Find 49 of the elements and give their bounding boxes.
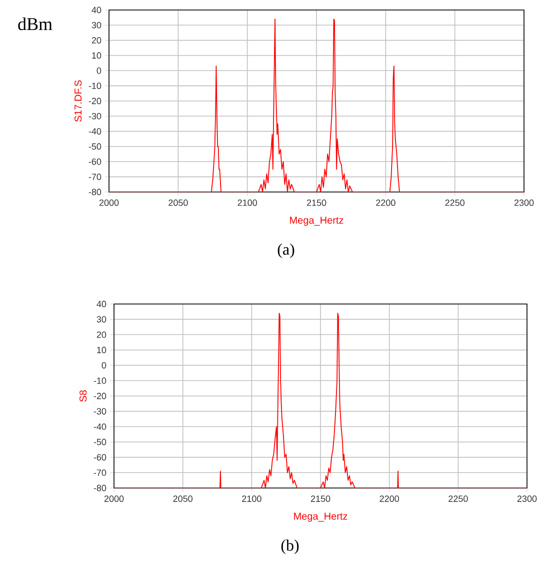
y-tick-label: 10 — [92, 52, 102, 59]
x-axis-title: Mega_Hertz — [294, 512, 348, 522]
y-tick-label: 0 — [102, 362, 106, 369]
y-tick-label: -60 — [88, 158, 102, 165]
x-tick-label: 2300 — [517, 496, 537, 502]
y-tick-label: -20 — [88, 98, 102, 104]
y-tick-label: 30 — [96, 316, 106, 323]
y-tick-label: 0 — [96, 67, 102, 74]
y-tick-label: 10 — [97, 346, 106, 354]
x-tick-label: 2200 — [376, 200, 396, 206]
y-tick-label: -20 — [94, 392, 106, 400]
x-tick-label: 2150 — [310, 496, 330, 502]
y-tick-label: -10 — [94, 377, 106, 384]
y-axis-title: S17.DF.S — [74, 80, 82, 122]
y-tick-label: 20 — [92, 37, 102, 44]
line-series — [109, 18, 524, 192]
y-tick-label: -80 — [88, 188, 102, 196]
x-tick-label: 2250 — [448, 496, 468, 502]
y-tick-label: -10 — [88, 82, 102, 90]
y-tick-label: 40 — [96, 300, 106, 308]
x-tick-label: 2300 — [514, 200, 534, 206]
x-axis-title: Mega_Hertz — [290, 216, 344, 226]
x-tick-label: 2000 — [104, 496, 124, 502]
y-tick-label: -30 — [88, 112, 102, 120]
x-tick-label: 2100 — [238, 200, 257, 206]
y-tick-label: -40 — [88, 128, 102, 135]
text: (a) — [278, 244, 294, 258]
y-tick-label: -70 — [88, 174, 102, 180]
y-tick-label: -60 — [94, 454, 106, 461]
y-tick-label: -80 — [94, 484, 106, 492]
y-tick-label: -30 — [94, 408, 106, 415]
y-tick-label: -40 — [94, 423, 106, 430]
y-axis-title: S8 — [80, 390, 87, 402]
y-tick-label: 40 — [92, 6, 102, 14]
x-tick-label: 2200 — [380, 496, 399, 502]
y-tick-label: -70 — [94, 469, 106, 476]
x-tick-label: 2050 — [168, 200, 188, 206]
x-tick-label: 2000 — [99, 200, 119, 206]
y-tick-label: 30 — [92, 22, 102, 28]
text: dBm — [18, 18, 52, 30]
text: (b) — [281, 540, 299, 554]
x-tick-label: 2100 — [242, 496, 262, 502]
y-tick-label: 20 — [96, 331, 106, 338]
y-tick-label: -50 — [88, 143, 102, 150]
x-tick-label: 2050 — [173, 496, 192, 502]
line-series — [114, 312, 527, 488]
x-tick-label: 2150 — [306, 200, 326, 206]
y-tick-label: -50 — [94, 438, 106, 446]
x-tick-label: 2250 — [445, 200, 464, 206]
